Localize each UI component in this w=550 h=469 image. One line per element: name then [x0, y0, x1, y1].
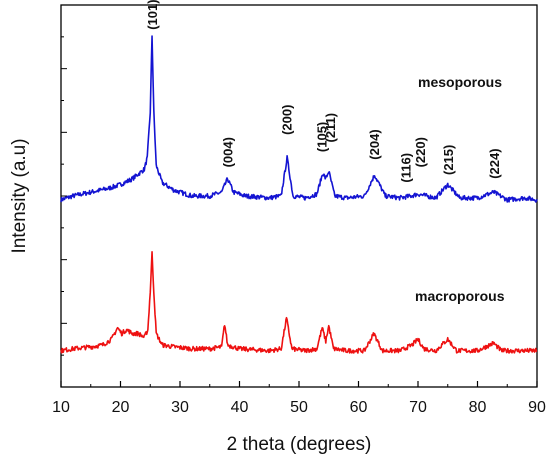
- series-label: mesoporous: [418, 74, 502, 90]
- peak-label: (116): [399, 153, 414, 183]
- x-axis-title: 2 theta (degrees): [227, 434, 372, 455]
- peak-label: (224): [487, 148, 502, 178]
- series-labels: mesoporous macroporous: [415, 74, 505, 304]
- x-axis-ticks: [60, 381, 538, 387]
- peak-label: (215): [441, 145, 456, 175]
- peak-label: (200): [280, 105, 295, 135]
- peak-label: (211): [323, 113, 338, 143]
- x-tick-label: 90: [528, 399, 546, 416]
- x-tick-label: 50: [290, 399, 308, 416]
- peak-label: (101): [145, 0, 160, 30]
- x-tick-label: 30: [171, 399, 189, 416]
- series-label: macroporous: [415, 288, 505, 304]
- peak-label: (004): [221, 137, 236, 167]
- peak-label: (220): [413, 137, 428, 167]
- y-axis-title: Intensity (a.u): [9, 138, 30, 253]
- x-tick-label: 40: [231, 399, 249, 416]
- x-axis-tick-labels: 10 20 30 40 50 60 70 80 90: [52, 399, 546, 416]
- peak-annotations: (101) (004) (200) (105)(211) (204) (116)(220)…: [145, 0, 502, 183]
- peak-label: (204): [367, 129, 382, 159]
- x-tick-label: 70: [409, 399, 427, 416]
- peak-label: (105): [315, 122, 330, 152]
- series-line-macroporous: [60, 250, 538, 354]
- x-tick-label: 20: [112, 399, 130, 416]
- series-line-mesoporous: [60, 35, 538, 203]
- x-tick-label: 80: [469, 399, 487, 416]
- series-layer: [60, 35, 538, 354]
- y-axis-ticks: [61, 36, 67, 356]
- x-tick-label: 10: [52, 399, 70, 416]
- x-tick-label: 60: [350, 399, 368, 416]
